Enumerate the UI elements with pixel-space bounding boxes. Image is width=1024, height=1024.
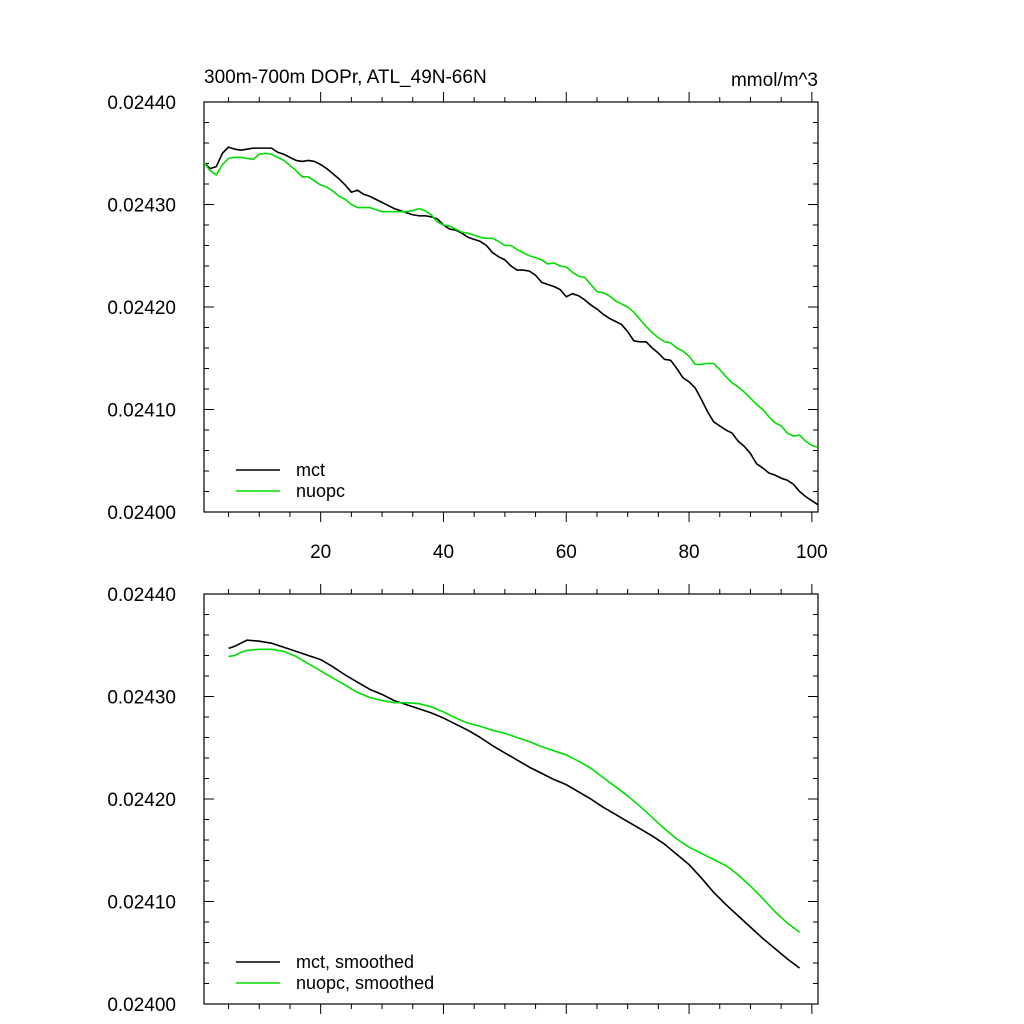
plot-frame bbox=[203, 593, 819, 1005]
y-tick-label: 0.02430 bbox=[107, 196, 176, 217]
y-tick-label: 0.02420 bbox=[107, 790, 176, 811]
x-tick-label: 20 bbox=[310, 542, 331, 563]
x-tick-label: 40 bbox=[433, 542, 454, 563]
bottom-line-chart: 0.02400 0.02410 0.02420 0.02430 0.02440 mct,… bbox=[107, 584, 819, 1016]
plot-frame bbox=[203, 101, 819, 513]
legend: mct, smoothed nuopc, smoothed bbox=[236, 952, 434, 993]
series-line-mct bbox=[203, 146, 819, 506]
y-tick-label: 0.02400 bbox=[107, 995, 176, 1016]
legend-label-mct: mct bbox=[296, 460, 325, 480]
top-line-chart: 300m-700m DOPr, ATL_49N-66N mmol/m^3 0.0… bbox=[107, 67, 827, 563]
series-line-mct-smoothed bbox=[228, 639, 801, 969]
y-tick-label: 0.02440 bbox=[107, 93, 176, 114]
legend-label-nuopc: nuopc bbox=[296, 481, 345, 501]
legend-label-mct-smoothed: mct, smoothed bbox=[296, 952, 414, 972]
x-tick-label: 60 bbox=[556, 542, 577, 563]
y-tick-label: 0.02430 bbox=[107, 688, 176, 709]
legend: mct nuopc bbox=[236, 460, 345, 501]
y-tick-labels: 0.02400 0.02410 0.02420 0.02430 0.02440 bbox=[107, 585, 176, 1016]
y-tick-label: 0.02440 bbox=[107, 585, 176, 606]
y-tick-labels: 0.02400 0.02410 0.02420 0.02430 0.02440 bbox=[107, 93, 176, 524]
y-tick-label: 0.02420 bbox=[107, 298, 176, 319]
x-tick-label: 80 bbox=[678, 542, 699, 563]
legend-label-nuopc-smoothed: nuopc, smoothed bbox=[296, 973, 434, 993]
x-tick-labels: 20 40 60 80 100 bbox=[310, 542, 828, 563]
series-line-nuopc bbox=[203, 152, 819, 449]
series-lines bbox=[203, 146, 819, 506]
series-line-nuopc-smoothed bbox=[228, 648, 801, 933]
tick-marks bbox=[204, 92, 818, 522]
units-label: mmol/m^3 bbox=[731, 70, 818, 91]
series-lines bbox=[228, 639, 801, 969]
x-tick-label: 100 bbox=[796, 542, 828, 563]
y-tick-label: 0.02400 bbox=[107, 503, 176, 524]
tick-marks bbox=[204, 584, 818, 1014]
y-tick-label: 0.02410 bbox=[107, 893, 176, 914]
chart-title: 300m-700m DOPr, ATL_49N-66N bbox=[204, 67, 487, 88]
y-tick-label: 0.02410 bbox=[107, 401, 176, 422]
